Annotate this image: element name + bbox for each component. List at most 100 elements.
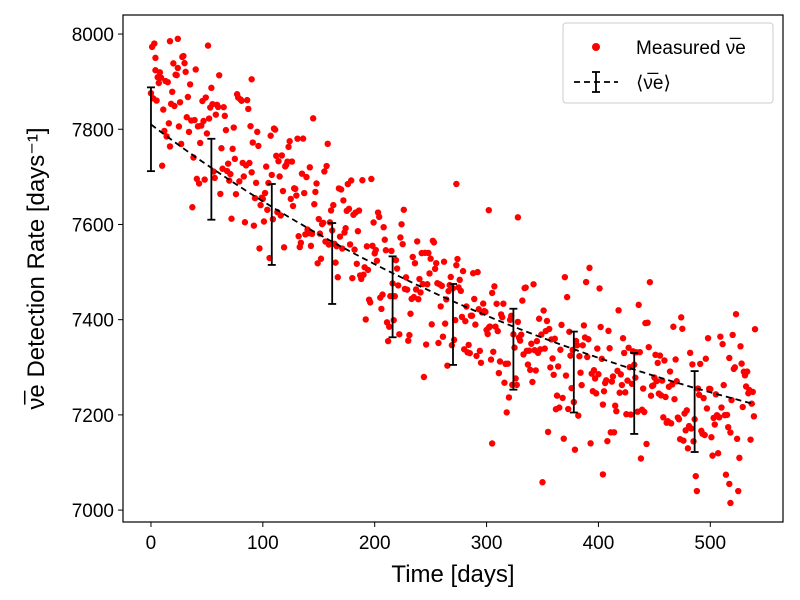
data-point [293, 192, 300, 199]
data-point [170, 60, 177, 67]
data-point [535, 315, 543, 322]
data-point [220, 103, 227, 111]
data-point [604, 437, 611, 445]
data-point [427, 255, 434, 262]
data-point [654, 359, 661, 367]
data-point [360, 271, 367, 278]
data-point [702, 355, 710, 362]
data-point [560, 435, 567, 442]
data-point [596, 285, 603, 292]
data-point [712, 391, 720, 398]
data-point [195, 180, 203, 187]
data-point [236, 178, 243, 185]
data-point [203, 130, 211, 137]
data-point [424, 281, 431, 288]
data-point [739, 403, 746, 411]
data-point [379, 291, 386, 298]
data-point [662, 393, 669, 401]
data-point [697, 360, 704, 368]
data-point [153, 97, 160, 104]
data-point [735, 487, 742, 495]
data-point [363, 243, 371, 250]
data-point [522, 284, 529, 291]
data-point [637, 455, 645, 462]
data-point [353, 260, 360, 267]
data-point [182, 68, 189, 76]
data-point [490, 348, 497, 355]
data-point [186, 81, 194, 88]
data-point [228, 215, 235, 222]
data-point [336, 233, 344, 240]
data-point [592, 390, 600, 397]
data-point [717, 333, 724, 340]
data-point [643, 440, 650, 448]
data-point [550, 371, 557, 378]
data-point [587, 440, 594, 447]
data-point [375, 213, 383, 221]
data-point [590, 367, 598, 374]
data-point [726, 480, 733, 488]
data-point [411, 259, 419, 267]
data-point [459, 267, 467, 275]
data-point [591, 375, 599, 382]
data-point [609, 373, 617, 380]
data-point [488, 440, 496, 447]
data-point [307, 242, 315, 250]
data-point [268, 171, 275, 179]
data-point [491, 283, 498, 290]
data-point [392, 256, 400, 264]
data-point [580, 322, 588, 329]
data-point [482, 308, 489, 316]
data-point [453, 261, 460, 269]
data-point [724, 423, 732, 431]
y-tick-label: 7400 [72, 311, 114, 332]
data-point [285, 143, 292, 151]
data-point [267, 132, 274, 139]
data-point [639, 385, 647, 392]
x-tick-label: 400 [583, 533, 615, 554]
data-point [466, 349, 473, 357]
data-point [749, 388, 756, 396]
data-point [729, 331, 736, 339]
data-point [420, 373, 428, 381]
data-point [248, 169, 255, 176]
data-point [672, 356, 679, 363]
data-point [704, 334, 712, 342]
data-point [384, 337, 392, 345]
data-point [585, 336, 592, 343]
data-point [254, 128, 261, 136]
data-point [680, 437, 687, 444]
data-point [227, 170, 234, 178]
data-point [600, 388, 608, 395]
data-point [474, 268, 481, 276]
data-point [584, 353, 591, 361]
data-point [221, 112, 228, 120]
data-point [422, 341, 430, 348]
data-point [246, 159, 253, 167]
data-point [472, 321, 479, 328]
data-point [351, 246, 358, 253]
data-point [314, 260, 321, 267]
data-point [456, 276, 463, 284]
data-point [382, 247, 390, 254]
legend-label-measured: Measured ν̅e [636, 38, 746, 59]
data-point [208, 84, 215, 92]
data-point [450, 336, 458, 344]
data-point [599, 471, 607, 478]
data-point [671, 395, 678, 403]
data-point [468, 312, 476, 319]
data-point [561, 273, 569, 281]
data-point [386, 323, 393, 330]
data-point [511, 344, 518, 351]
data-point [156, 69, 164, 76]
data-point [594, 345, 601, 352]
data-point [325, 241, 333, 248]
measured-points [147, 35, 759, 507]
data-point [396, 331, 403, 338]
data-point [567, 352, 574, 359]
data-point [453, 180, 460, 188]
data-point [667, 420, 675, 427]
data-point [324, 140, 331, 148]
data-point [618, 381, 626, 389]
data-point [381, 236, 388, 243]
